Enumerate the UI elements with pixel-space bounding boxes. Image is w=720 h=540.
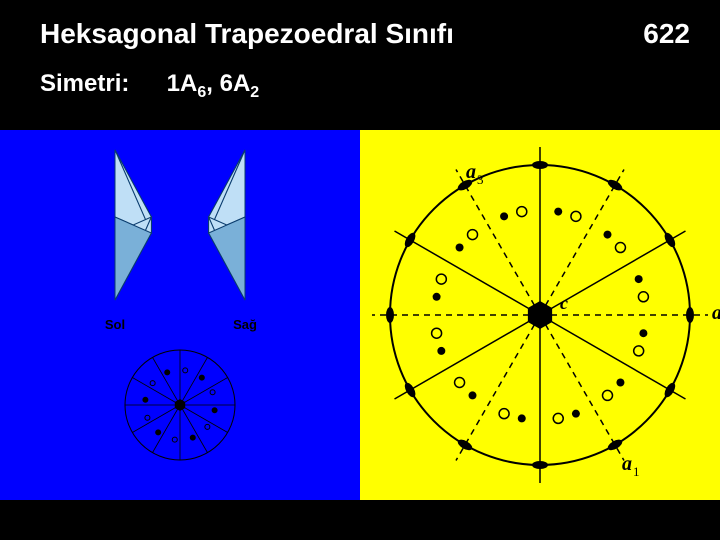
symmetry-line: Simetri: 1A6, 6A2 <box>0 50 720 112</box>
crystal-left <box>65 140 165 310</box>
symmetry-label: Simetri: <box>40 70 160 98</box>
svg-text:a: a <box>712 302 720 324</box>
crystal-left-label: Sol <box>65 317 165 332</box>
svg-text:a: a <box>466 161 476 183</box>
crystal-right <box>195 140 295 310</box>
svg-text:a: a <box>622 453 632 475</box>
crystal-right-label: Sağ <box>195 317 295 332</box>
crystal-panel: Sol Sağ <box>0 130 360 500</box>
svg-text:c: c <box>560 293 568 313</box>
small-stereonet <box>105 340 255 470</box>
page-title: Heksagonal Trapezoedral Sınıfı <box>40 18 454 50</box>
stereonet-panel: a3a2a1c <box>360 130 720 500</box>
svg-text:1: 1 <box>633 464 640 479</box>
svg-text:3: 3 <box>477 172 484 187</box>
hermann-mauguin-symbol: 622 <box>643 18 690 50</box>
stereonet-622: a3a2a1c <box>360 130 720 500</box>
symmetry-value: 1A6, 6A2 <box>167 70 260 97</box>
